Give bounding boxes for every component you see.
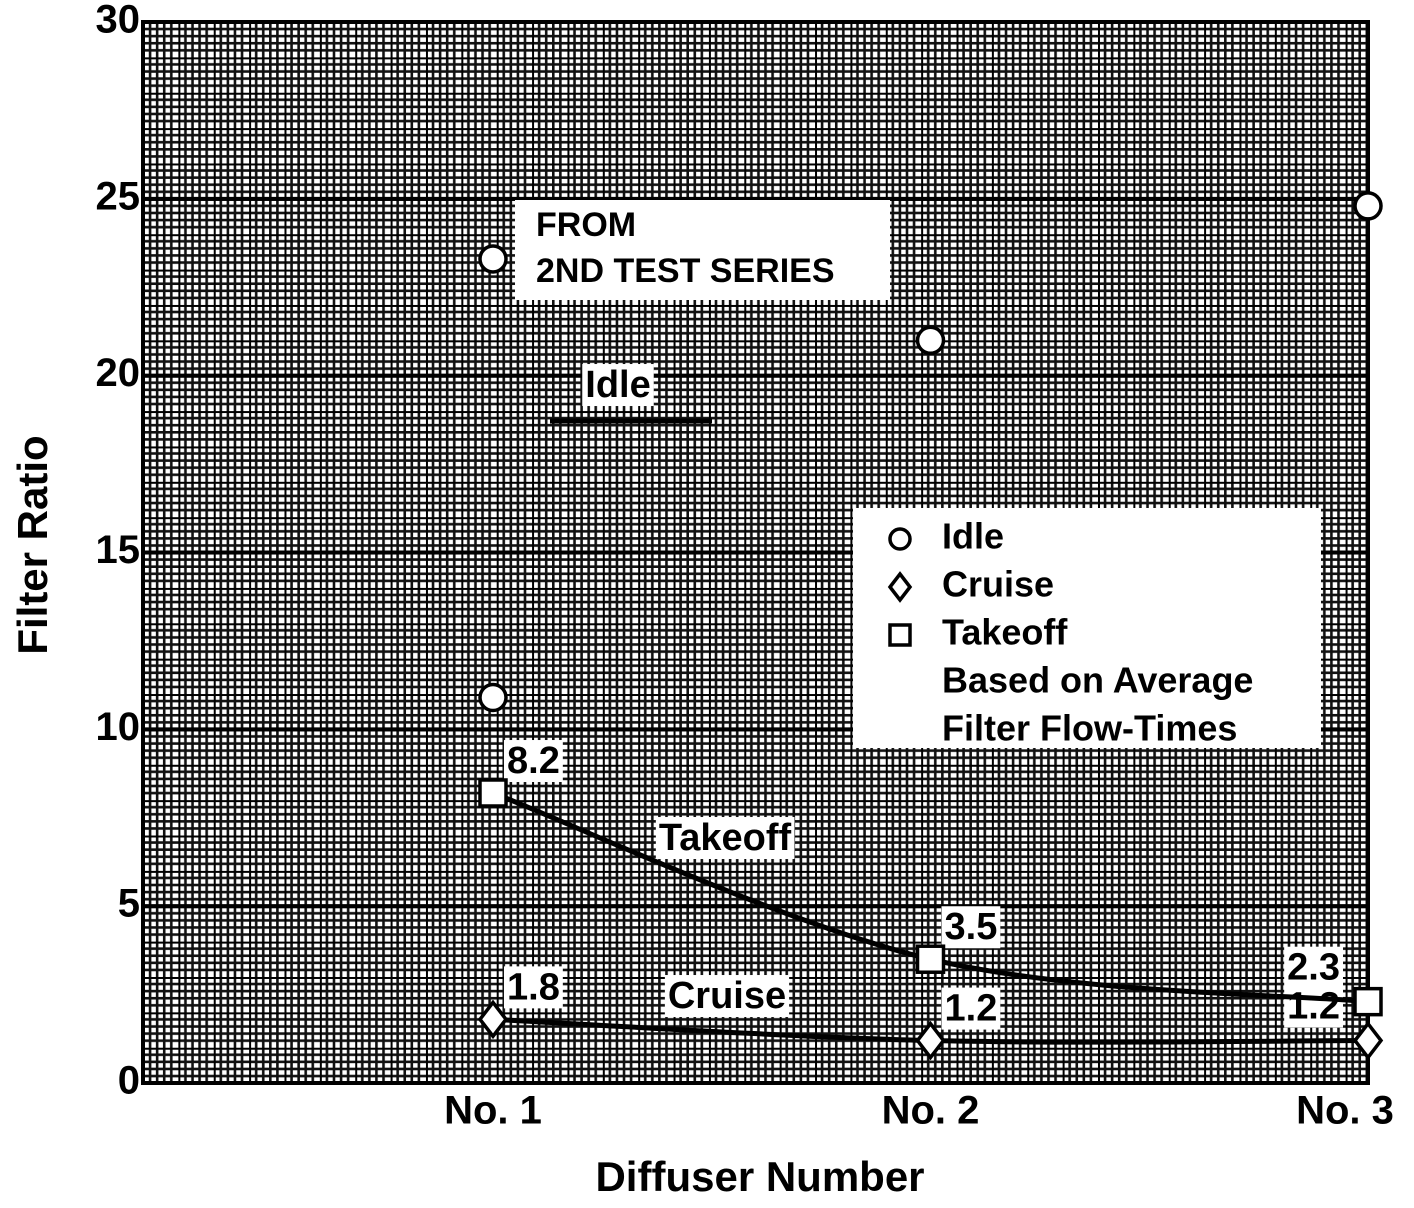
annotation: 2ND TEST SERIES xyxy=(536,252,835,290)
marker xyxy=(915,325,946,356)
marker xyxy=(1352,1020,1384,1061)
marker xyxy=(915,1020,946,1061)
curve-label: Cruise xyxy=(668,975,786,1017)
x-axis-title: Diffuser Number xyxy=(595,1153,924,1200)
y-tick-label: 15 xyxy=(96,528,141,572)
marker xyxy=(478,778,508,808)
annotation: FROM xyxy=(536,206,636,244)
data-label-bg xyxy=(941,906,1001,949)
y-tick-label: 25 xyxy=(96,174,141,218)
legend: Idle Cruise Takeoff Based on Average Filter … xyxy=(853,508,1321,749)
legend-note: Filter Flow-Times xyxy=(942,708,1237,749)
curve-label-bg xyxy=(655,817,795,860)
curve-label-bg xyxy=(664,975,790,1018)
data-label-bg xyxy=(1284,946,1343,989)
marker xyxy=(1353,191,1383,221)
y-tick-label: 30 xyxy=(96,0,141,42)
y-tick-label: 10 xyxy=(96,705,141,749)
legend-note: Based on Average xyxy=(942,660,1253,701)
data-label-bg xyxy=(1284,985,1343,1028)
annotation-bg xyxy=(515,200,890,300)
marker xyxy=(478,682,508,713)
marker xyxy=(887,571,913,603)
y-tick-label: 0 xyxy=(118,1059,140,1103)
marker xyxy=(888,527,912,551)
x-tick-label: No. 2 xyxy=(882,1089,980,1133)
legend-label: Idle xyxy=(942,516,1004,557)
marker xyxy=(915,944,946,974)
data-label: 3.5 xyxy=(945,906,998,948)
y-tick-label: 20 xyxy=(96,351,141,395)
annotation: Idle xyxy=(585,364,650,406)
legend-label: Cruise xyxy=(942,564,1054,605)
data-label: 8.2 xyxy=(507,740,560,782)
annotation-bg xyxy=(582,364,654,407)
data-label: 1.2 xyxy=(945,988,998,1030)
y-tick-label: 5 xyxy=(118,882,140,926)
data-label: 1.2 xyxy=(1287,986,1340,1028)
legend-label: Takeoff xyxy=(942,612,1068,653)
marker xyxy=(888,623,912,647)
y-axis-title: Filter Ratio xyxy=(9,435,56,654)
plot-layer: 0 5 10 15 20 25 30 No. 1 No. 2 No. 3 1.8 1.2 1.2 8.2 3… xyxy=(96,0,1394,1133)
x-tick-label: No. 1 xyxy=(444,1089,542,1133)
data-label-bg xyxy=(941,987,1001,1030)
data-label: 1.8 xyxy=(507,966,560,1008)
marker xyxy=(478,244,508,274)
legend-bg xyxy=(853,508,1321,748)
marker xyxy=(1353,986,1383,1017)
data-label: 2.3 xyxy=(1287,947,1340,989)
data-label-bg xyxy=(504,740,563,783)
x-tick-label: No. 3 xyxy=(1296,1089,1394,1133)
data-label-bg xyxy=(504,966,563,1009)
marker xyxy=(477,999,509,1040)
curve-label: Takeoff xyxy=(659,817,792,859)
